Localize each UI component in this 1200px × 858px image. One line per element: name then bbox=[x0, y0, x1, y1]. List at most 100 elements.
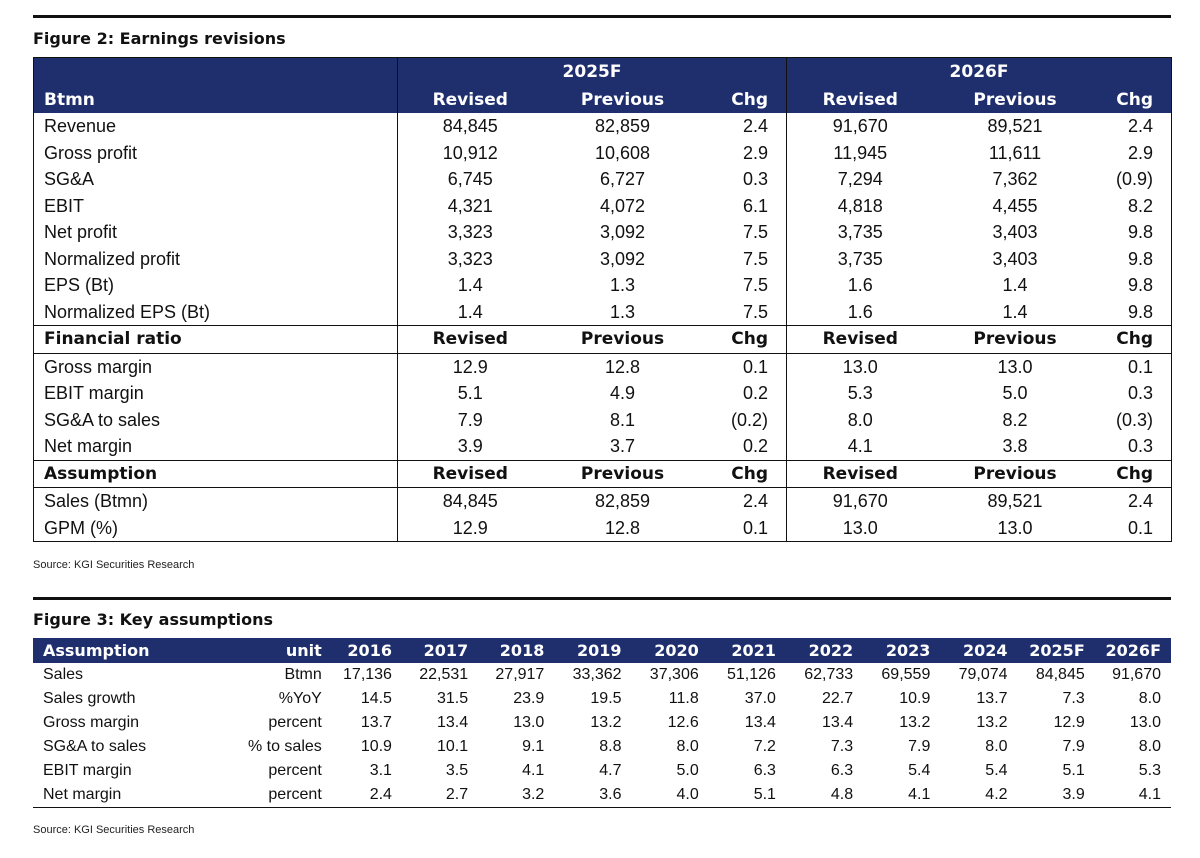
table-row: Gross margin percent 13.7 13.4 13.0 13.2 12.6 1… bbox=[33, 711, 1171, 735]
table-cell: 12.9 bbox=[1053, 714, 1085, 731]
figure3-title: Figure 3: Key assumptions bbox=[33, 610, 274, 629]
table-cell: 8.2 bbox=[1128, 195, 1154, 216]
table-cell: 17,136 bbox=[343, 666, 392, 683]
table-cell: 8.0 bbox=[1138, 738, 1161, 755]
row-label: SG&A to sales bbox=[44, 409, 161, 430]
table-cell: 7.5 bbox=[742, 301, 769, 322]
row-label: Net margin bbox=[43, 786, 122, 803]
table-cell: 4,072 bbox=[599, 195, 646, 216]
header-blank bbox=[33, 57, 398, 85]
table-cell: 7.3 bbox=[830, 738, 854, 755]
table-row: SG&A to sales 7.9 8.1 (0.2) 8.0 8.2 (0.3) bbox=[34, 406, 1172, 433]
table-cell: 91,670 bbox=[786, 487, 934, 515]
table-cell: 6,745 bbox=[397, 166, 543, 193]
table-cell: 3.9 bbox=[1062, 786, 1085, 803]
table-cell: 22.7 bbox=[822, 690, 854, 707]
table-cell: 12.9 bbox=[397, 514, 543, 542]
column-header: 2024 bbox=[940, 638, 1018, 663]
figure2-top-rule bbox=[33, 15, 1171, 18]
table-cell: (0.3) bbox=[1116, 409, 1154, 430]
table-cell: 91,670 bbox=[1112, 666, 1161, 683]
table-cell: 5.4 bbox=[908, 762, 931, 779]
earnings-revisions-table: 2025F 2026F Btmn Revised Previous Chg Re… bbox=[33, 57, 1173, 542]
table-row: Gross profit 10,912 10,608 2.9 11,945 11,611 2… bbox=[34, 139, 1172, 166]
row-unit: % to sales bbox=[247, 738, 322, 755]
table-cell: 8.0 bbox=[1138, 690, 1161, 707]
table-cell: 10.1 bbox=[437, 738, 469, 755]
table-cell: 2.4 bbox=[369, 786, 392, 803]
table-cell: 0.1 bbox=[742, 517, 769, 538]
row-unit: percent bbox=[268, 714, 322, 731]
table-cell: 7.3 bbox=[1062, 690, 1085, 707]
table-cell: 1.6 bbox=[786, 298, 934, 326]
table-cell: 8.0 bbox=[985, 738, 1008, 755]
table-row: Gross margin 12.9 12.8 0.1 13.0 13.0 0.1 bbox=[34, 353, 1172, 380]
table-cell: 5.1 bbox=[397, 380, 543, 407]
figure3-top-rule bbox=[33, 597, 1171, 600]
table-row: EBIT margin percent 3.1 3.5 4.1 4.7 5.0 6.3 6.3 5… bbox=[33, 759, 1171, 783]
table-cell: 0.1 bbox=[742, 356, 769, 377]
table-cell: 4.7 bbox=[599, 762, 622, 779]
table-cell: 8.1 bbox=[609, 409, 636, 430]
table-cell: 1.3 bbox=[609, 301, 636, 322]
column-header: 2020 bbox=[631, 638, 709, 663]
table-cell: (0.2) bbox=[731, 409, 769, 430]
table-cell: 13.0 bbox=[513, 714, 545, 731]
table-cell: 13.0 bbox=[997, 356, 1033, 377]
figure2-source: Source: KGI Securities Research bbox=[33, 559, 195, 571]
row-label: EBIT bbox=[44, 195, 85, 216]
row-label: GPM (%) bbox=[44, 517, 118, 538]
table-cell: 0.1 bbox=[1128, 517, 1154, 538]
table-cell: 1.4 bbox=[1002, 301, 1028, 322]
key-assumptions-table: Assumption unit 2016 2017 2018 2019 2020 2021 20… bbox=[33, 638, 1171, 808]
table-cell: 7,362 bbox=[992, 169, 1038, 190]
table-cell: 2.4 bbox=[742, 491, 769, 512]
table-cell: 62,733 bbox=[804, 666, 854, 683]
row-unit: Btmn bbox=[284, 666, 322, 683]
table-cell: 19.5 bbox=[590, 690, 622, 707]
section-label: Assumption bbox=[33, 459, 398, 488]
table-cell: 3.8 bbox=[1002, 436, 1028, 457]
table-cell: 2.4 bbox=[742, 116, 769, 137]
table-cell: 3,092 bbox=[599, 248, 646, 269]
table-cell: (0.9) bbox=[1116, 169, 1154, 190]
table-cell: 9.8 bbox=[1128, 301, 1154, 322]
section-label: Financial ratio bbox=[33, 325, 398, 354]
table-cell: 5.3 bbox=[786, 380, 934, 407]
table-cell: 0.3 bbox=[742, 169, 769, 190]
section-column-header: Chg bbox=[702, 459, 787, 488]
table-cell: 7.2 bbox=[753, 738, 776, 755]
row-label: EBIT margin bbox=[43, 762, 132, 779]
table-header-row-columns: Btmn Revised Previous Chg Revised Previo… bbox=[33, 85, 1172, 113]
table-header-row: Assumption unit 2016 2017 2018 2019 2020 2021 20… bbox=[33, 638, 1171, 663]
row-label: Revenue bbox=[44, 116, 117, 137]
table-cell: 6.3 bbox=[830, 762, 854, 779]
row-label: Sales (Btmn) bbox=[44, 491, 149, 512]
table-cell: 13.0 bbox=[786, 514, 934, 542]
table-cell: 13.7 bbox=[360, 714, 392, 731]
table-cell: 8.0 bbox=[786, 406, 934, 433]
table-cell: 10.9 bbox=[899, 690, 931, 707]
table-cell: 89,521 bbox=[987, 491, 1043, 512]
table-cell: 2.9 bbox=[1128, 142, 1154, 163]
header-unit: Btmn bbox=[33, 85, 398, 113]
column-header: 2021 bbox=[708, 638, 786, 663]
table-cell: 91,670 bbox=[786, 113, 934, 140]
table-cell: 3.1 bbox=[369, 762, 392, 779]
table-cell: 9.8 bbox=[1128, 248, 1154, 269]
table-cell: 4,321 bbox=[397, 192, 543, 219]
table-cell: 31.5 bbox=[437, 690, 469, 707]
section-column-header: Chg bbox=[702, 325, 787, 354]
section-column-header: Previous bbox=[933, 325, 1097, 354]
header-revised-2026: Revised bbox=[786, 85, 934, 113]
section-column-header: Revised bbox=[786, 325, 934, 354]
table-cell: 10.9 bbox=[360, 738, 392, 755]
row-label: EPS (Bt) bbox=[44, 275, 115, 296]
table-cell: 4.9 bbox=[609, 383, 636, 404]
table-cell: 12.6 bbox=[667, 714, 699, 731]
table-cell: 4.1 bbox=[908, 786, 931, 803]
table-cell: 13.7 bbox=[976, 690, 1008, 707]
column-header: unit bbox=[181, 638, 332, 663]
table-cell: 5.1 bbox=[1062, 762, 1085, 779]
row-label: Normalized EPS (Bt) bbox=[44, 301, 211, 322]
